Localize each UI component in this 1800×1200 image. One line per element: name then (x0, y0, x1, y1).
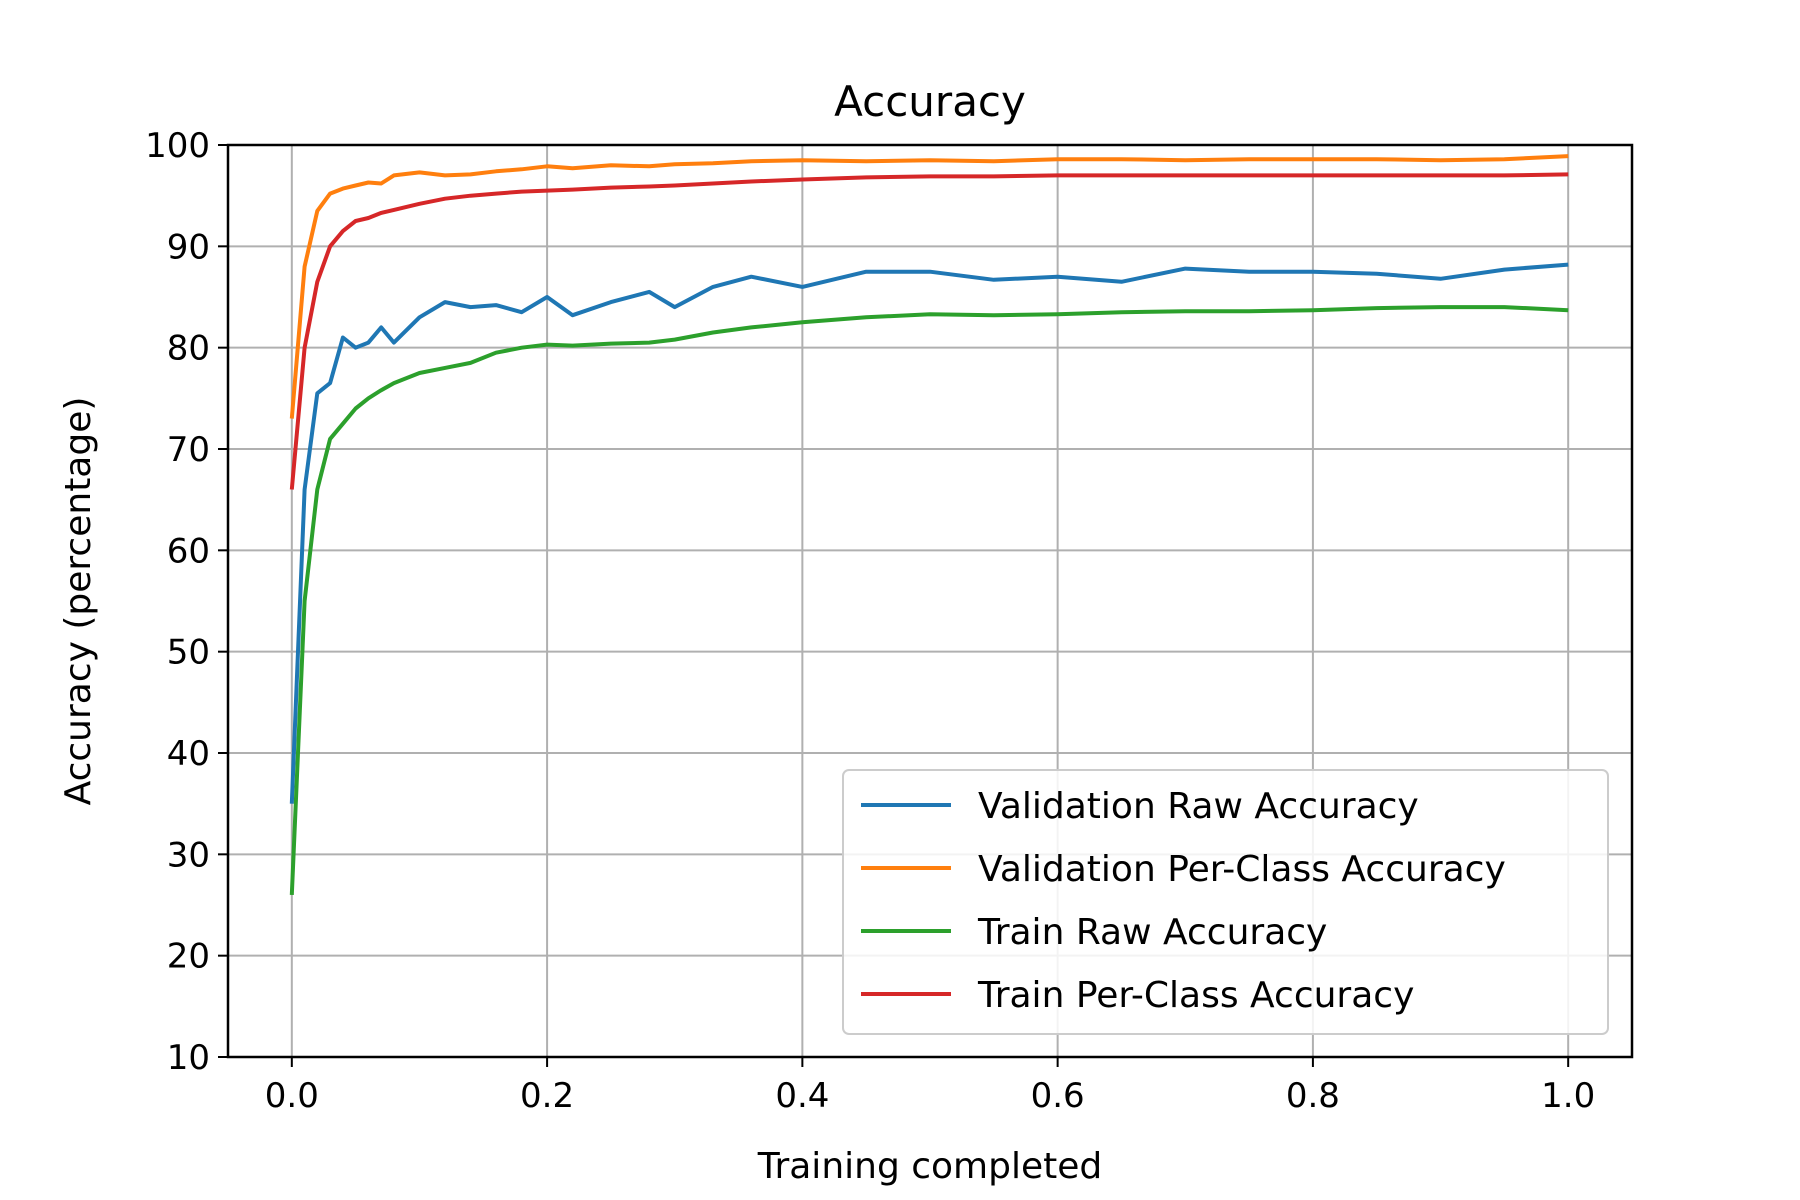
y-tick-label: 70 (167, 430, 210, 470)
grid-lines (228, 144, 1632, 1058)
y-tick-label: 100 (145, 126, 210, 166)
x-axis-ticks: 0.0 0.2 0.4 0.6 0.8 1.0 (265, 1057, 1595, 1116)
x-axis-label: Training completed (757, 1146, 1103, 1187)
x-tick-label: 0.6 (1031, 1076, 1085, 1116)
legend-label: Train Raw Accuracy (977, 912, 1327, 953)
x-tick-label: 1.0 (1541, 1076, 1595, 1116)
x-tick-label: 0.2 (520, 1076, 574, 1116)
y-tick-label: 80 (167, 329, 210, 369)
legend: Validation Raw Accuracy Validation Per-Cl… (842, 769, 1609, 1035)
x-tick-label: 0.8 (1286, 1076, 1340, 1116)
y-axis-label: Accuracy (percentage) (58, 397, 99, 806)
y-tick-label: 10 (167, 1038, 210, 1078)
y-axis-ticks: 10 20 30 40 50 60 70 80 90 100 (145, 126, 228, 1078)
legend-box (842, 769, 1609, 1035)
y-tick-label: 30 (167, 835, 210, 875)
series-lines (289, 154, 1569, 895)
legend-label: Train Per-Class Accuracy (977, 975, 1414, 1016)
series-line-validation-raw-accuracy (289, 262, 1569, 804)
series-line-validation-per-class-accuracy (289, 154, 1569, 419)
chart-title: Accuracy (834, 77, 1026, 126)
x-tick-label: 0.4 (775, 1076, 829, 1116)
y-tick-label: 40 (167, 734, 210, 774)
series-line-train-per-class-accuracy (289, 172, 1569, 490)
legend-label: Validation Raw Accuracy (978, 786, 1419, 827)
y-tick-label: 50 (167, 633, 210, 673)
legend-label: Validation Per-Class Accuracy (978, 849, 1506, 890)
plot-frame (226, 143, 1634, 1059)
y-tick-label: 20 (167, 937, 210, 977)
x-tick-label: 0.0 (265, 1076, 319, 1116)
y-tick-label: 90 (167, 227, 210, 267)
series-line-train-raw-accuracy (289, 305, 1569, 895)
y-tick-label: 60 (167, 531, 210, 571)
